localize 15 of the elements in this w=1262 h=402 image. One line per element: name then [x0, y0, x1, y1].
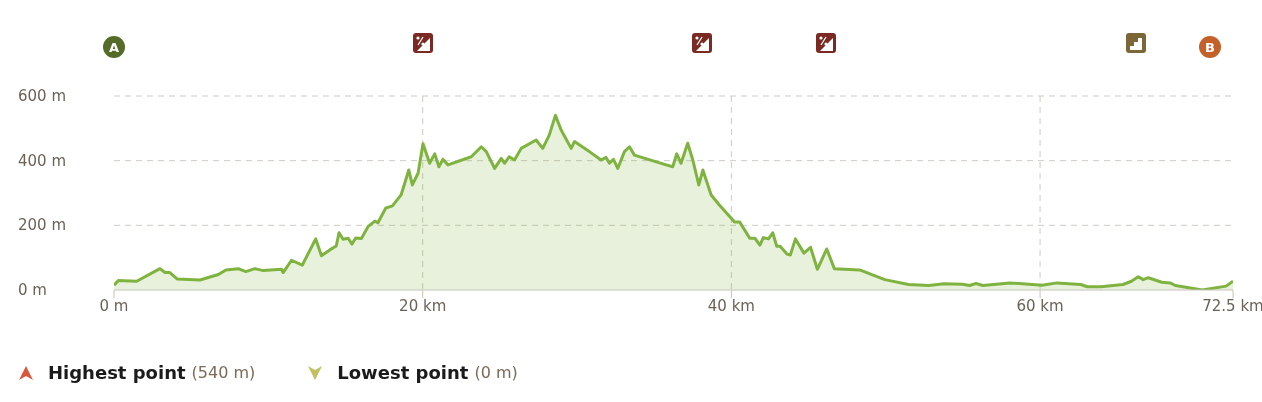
x-tick-label: 60 km — [1016, 296, 1064, 315]
y-tick-label: 600 m — [18, 87, 67, 105]
text: Lowest point — [337, 362, 469, 383]
y-tick-label: 200 m — [18, 216, 67, 235]
text: B — [1205, 40, 1215, 55]
x-tick-label: 40 km — [707, 296, 755, 315]
text: (540 m) — [191, 363, 256, 382]
y-tick-label: 0 m — [18, 281, 47, 299]
x-tick-label: 72.5 km — [1202, 296, 1262, 315]
x-tick-label: 20 km — [399, 296, 447, 315]
x-tick-label: 0 m — [99, 296, 129, 315]
text: (0 m) — [474, 363, 518, 382]
text: Highest point — [48, 362, 186, 383]
text: A — [108, 40, 120, 55]
y-tick-label: 400 m — [18, 151, 67, 170]
